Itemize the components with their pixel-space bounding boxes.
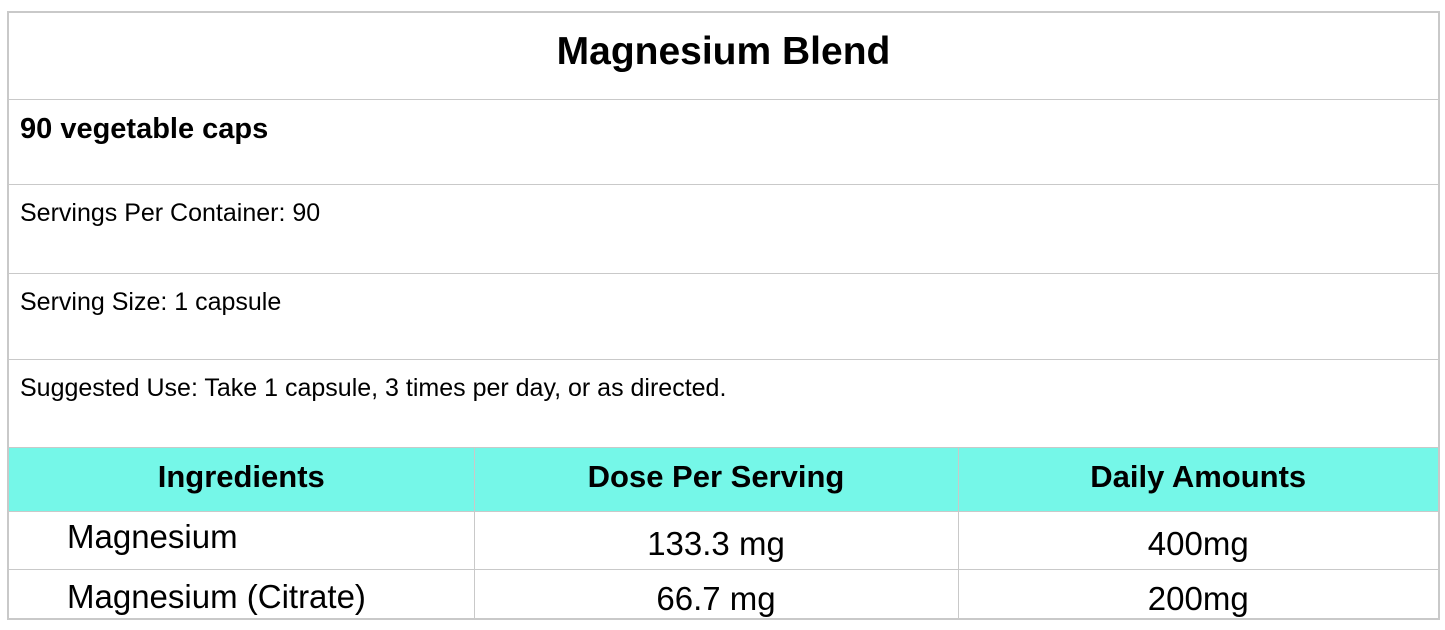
suggested-use: Suggested Use: Take 1 capsule, 3 times p…: [7, 358, 1440, 448]
daily-amount-value: 200mg: [957, 568, 1440, 619]
product-title: Magnesium Blend: [7, 11, 1440, 100]
supplement-facts-table: Magnesium Blend 90 vegetable caps Servin…: [7, 11, 1440, 620]
table-row: Magnesium (Citrate) 66.7 mg 200mg: [7, 568, 1440, 619]
dose-per-serving-value: 66.7 mg: [473, 568, 959, 619]
dose-per-serving-value: 133.3 mg: [473, 510, 959, 570]
pack-size-row: 90 vegetable caps: [7, 98, 1440, 185]
ingredient-name: Magnesium: [7, 510, 475, 570]
suggested-use-row: Suggested Use: Take 1 capsule, 3 times p…: [7, 358, 1440, 448]
title-row: Magnesium Blend: [7, 11, 1440, 100]
col-header-ingredients: Ingredients: [7, 446, 475, 512]
serving-size: Serving Size: 1 capsule: [7, 272, 1440, 360]
col-header-daily-amounts: Daily Amounts: [957, 446, 1440, 512]
servings-per-container-row: Servings Per Container: 90: [7, 183, 1440, 274]
serving-size-row: Serving Size: 1 capsule: [7, 272, 1440, 360]
table-row: Magnesium 133.3 mg 400mg: [7, 510, 1440, 570]
servings-per-container: Servings Per Container: 90: [7, 183, 1440, 274]
ingredient-name: Magnesium (Citrate): [7, 568, 475, 619]
daily-amount-value: 400mg: [957, 510, 1440, 570]
pack-size: 90 vegetable caps: [7, 98, 1440, 185]
table-header-row: Ingredients Dose Per Serving Daily Amoun…: [7, 446, 1440, 512]
col-header-dose-per-serving: Dose Per Serving: [473, 446, 959, 512]
